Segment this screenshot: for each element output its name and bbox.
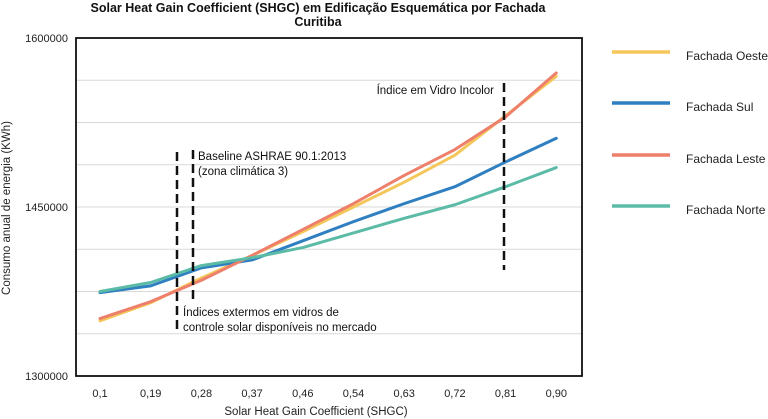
y-axis-ticks: 1300000 1450000 1600000 [25, 33, 68, 383]
series-line-fachada-sul [98, 136, 558, 295]
x-tick-label: 0,54 [343, 388, 364, 400]
x-tick-label: 0,37 [241, 388, 262, 400]
x-tick-label: 0,19 [140, 388, 161, 400]
series-lines [98, 71, 558, 323]
x-tick-label: 0,1 [92, 388, 107, 400]
y-tick-label: 1600000 [25, 33, 68, 45]
legend-label-fachada-sul: Fachada Sul [686, 100, 753, 114]
plot-frame [75, 37, 583, 377]
x-tick-label: 0,63 [393, 388, 414, 400]
chart-title-line-1: Solar Heat Gain Coefficient (SHGC) em Ed… [91, 1, 547, 15]
x-axis-label: Solar Heat Gain Coefficient (SHGC) [224, 406, 407, 418]
x-tick-label: 0,90 [546, 388, 567, 400]
legend: Fachada Oeste Fachada Sul Fachada Leste Fac… [612, 49, 768, 217]
series-line-fachada-leste [98, 71, 558, 321]
annotation-extremes-line-2: controle solar disponíveis no mercado [183, 322, 377, 334]
x-tick-label: 0,46 [292, 388, 313, 400]
legend-label-fachada-leste: Fachada Leste [686, 152, 766, 166]
annotation-baseline-line-2: (zona climática 3) [198, 166, 288, 178]
chart-title-line-2: Curitiba [294, 15, 342, 29]
x-tick-label: 0,28 [191, 388, 212, 400]
x-tick-label: 0,81 [495, 388, 516, 400]
annotation-baseline-line-1: Baseline ASHRAE 90.1:2013 [198, 151, 346, 163]
series-line-fachada-oeste [98, 74, 558, 323]
gridlines [76, 79, 582, 335]
annotation-extremes-line-1: Índices extermos em vidros de [183, 306, 339, 319]
y-tick-label: 1300000 [25, 371, 68, 383]
y-tick-label: 1450000 [25, 202, 68, 214]
annotations: Baseline ASHRAE 90.1:2013 (zona climátic… [175, 83, 506, 334]
series-line-fachada-norte [98, 166, 558, 293]
x-tick-label: 0,72 [444, 388, 465, 400]
annotation-clear-glass: Índice em Vidro Incolor [377, 84, 495, 97]
y-axis-label: Consumo anual de energia (KWh) [1, 121, 13, 295]
legend-label-fachada-oeste: Fachada Oeste [686, 49, 768, 63]
x-axis-ticks: 0,1 0,19 0,28 0,37 0,46 0,54 0,63 0,72 0,81 0,90 [92, 388, 567, 400]
legend-label-fachada-norte: Fachada Norte [686, 203, 766, 217]
